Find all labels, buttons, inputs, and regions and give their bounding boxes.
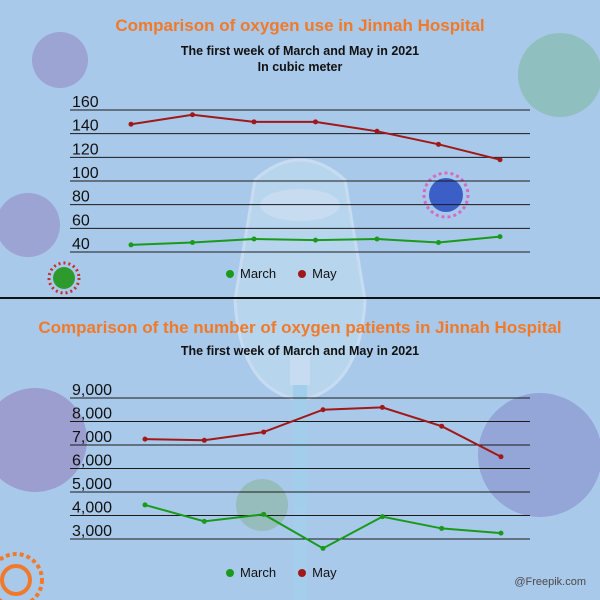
y-tick-label: 160: [72, 94, 99, 111]
y-tick-label: 4,000: [72, 500, 112, 517]
y-tick-label: 100: [72, 165, 99, 182]
data-point-may: [313, 119, 318, 125]
legend-dot-march: [226, 269, 234, 278]
data-point-may: [497, 157, 503, 163]
data-point-march: [190, 240, 195, 246]
y-tick-label: 80: [72, 189, 90, 206]
y-tick-label: 140: [72, 118, 99, 135]
chart2-subtitle: The first week of March and May in 2021: [180, 344, 420, 358]
legend-label-march: March: [240, 266, 277, 281]
data-point-may: [251, 119, 257, 125]
data-point-march: [142, 502, 148, 508]
chart1-plot: 40 60 80 100 120 140 160: [70, 94, 530, 253]
legend-label-may: May: [312, 266, 337, 281]
y-tick-label: 40: [72, 236, 90, 253]
credit-text: @Freepik.com: [514, 576, 586, 588]
y-tick-label: 7,000: [72, 429, 112, 446]
data-point-may: [379, 404, 385, 410]
chart2-legend: March May: [226, 565, 337, 580]
data-point-march: [374, 236, 380, 242]
data-point-march: [379, 514, 385, 520]
legend-item-march: March: [226, 565, 276, 580]
data-point-may: [261, 429, 267, 435]
virus-icon: [0, 552, 44, 600]
data-point-march: [251, 236, 257, 242]
data-point-may: [201, 437, 207, 443]
data-point-march: [201, 518, 207, 524]
data-point-march: [320, 545, 326, 551]
y-tick-label: 9,000: [72, 382, 112, 399]
chart1-unit-note: In cubic meter: [257, 60, 343, 74]
data-point-march: [313, 237, 318, 243]
y-tick-label: 120: [72, 141, 99, 158]
data-point-march: [436, 240, 441, 246]
y-tick-label: 3,000: [72, 523, 112, 540]
y-tick-label: 6,000: [72, 453, 112, 470]
data-point-may: [374, 128, 380, 134]
legend-label-may: May: [312, 565, 337, 580]
virus-icon: [47, 171, 470, 295]
chart1-subtitle: The first week of March and May in 2021: [180, 44, 420, 58]
chart1-legend: March May: [226, 266, 337, 281]
data-point-march: [261, 511, 267, 517]
legend-item-may: May: [298, 565, 337, 580]
data-point-may: [436, 141, 441, 147]
y-tick-label: 60: [72, 212, 90, 229]
chart2-title: Comparison of the number of oxygen patie…: [38, 318, 562, 337]
legend-dot-may: [298, 568, 307, 577]
data-point-may: [128, 121, 134, 127]
data-point-may: [320, 407, 326, 413]
data-point-may: [190, 112, 195, 118]
legend-item-may: May: [298, 266, 337, 281]
y-tick-label: 5,000: [72, 476, 112, 493]
data-point-may: [498, 454, 504, 460]
section-divider: [0, 297, 600, 299]
legend-label-march: March: [240, 565, 277, 580]
series-line-march: [144, 503, 502, 550]
legend-dot-may: [298, 269, 307, 278]
data-point-march: [128, 242, 134, 248]
data-point-may: [439, 423, 445, 429]
data-point-may: [142, 436, 148, 442]
data-point-march: [497, 234, 503, 240]
series-line-may: [144, 406, 502, 458]
data-point-march: [439, 525, 445, 531]
virus-icon: [0, 32, 600, 531]
legend-dot-march: [226, 568, 234, 577]
legend-item-march: March: [226, 266, 276, 281]
chart1-title: Comparison of oxygen use in Jinnah Hospi…: [115, 16, 485, 35]
data-point-march: [498, 530, 504, 536]
y-tick-label: 8,000: [72, 406, 112, 423]
